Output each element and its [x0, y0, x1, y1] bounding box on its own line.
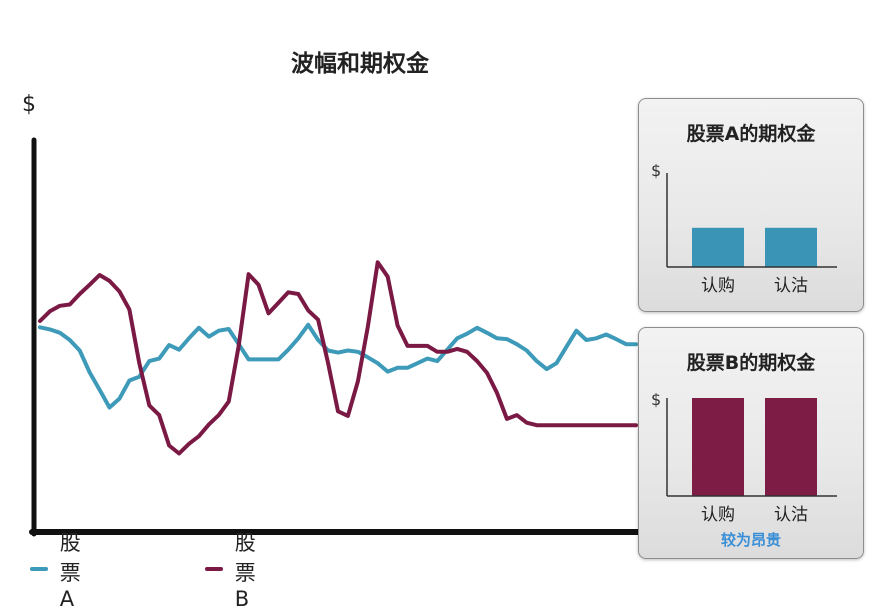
main-chart — [29, 137, 641, 537]
legend-label-stock-a: 股票A — [59, 531, 81, 611]
inset-title-stock-b: 股票B的期权金 — [686, 352, 816, 374]
line-series-layer — [38, 260, 638, 456]
inset-unit-label-stock-b: $ — [651, 390, 662, 409]
legend-item-stock-b: 股票B — [205, 531, 268, 611]
bar-put — [765, 227, 817, 267]
bar-label-call: 认购 — [701, 276, 735, 296]
bar-call — [692, 227, 744, 267]
bar-call — [692, 398, 744, 496]
inset-panel-stock-b-premium: 股票B的期权金 $ 认购 认沽 较为昂贵 — [638, 327, 864, 559]
series-line-stock-a — [38, 322, 638, 410]
bar-label-put: 认沽 — [774, 505, 808, 525]
inset-annotation-more-expensive: 较为昂贵 — [720, 531, 781, 549]
legend-swatch-stock-a — [30, 567, 48, 571]
bar-label-call: 认购 — [701, 505, 735, 525]
bar-layer-stock-a: 认购 认沽 — [692, 227, 817, 296]
legend-swatch-stock-b — [205, 567, 223, 571]
legend-item-stock-a: 股票A — [30, 531, 93, 611]
bar-label-put: 认沽 — [774, 276, 808, 296]
series-line-stock-b — [38, 260, 638, 456]
inset-title-stock-a: 股票A的期权金 — [686, 123, 816, 145]
inset-panel-stock-a-premium: 股票A的期权金 $ 认购 认沽 — [638, 98, 864, 312]
inset-chart-stock-a: 认购 认沽 — [666, 173, 837, 296]
inset-unit-label-stock-a: $ — [651, 161, 662, 180]
y-axis-unit-label: $ — [22, 92, 36, 117]
chart-title: 波幅和期权金 — [291, 51, 429, 77]
inset-chart-stock-b: 认购 认沽 — [666, 398, 837, 525]
bar-put — [765, 398, 817, 496]
legend-label-stock-b: 股票B — [234, 531, 256, 611]
bar-layer-stock-b: 认购 认沽 — [692, 398, 817, 525]
